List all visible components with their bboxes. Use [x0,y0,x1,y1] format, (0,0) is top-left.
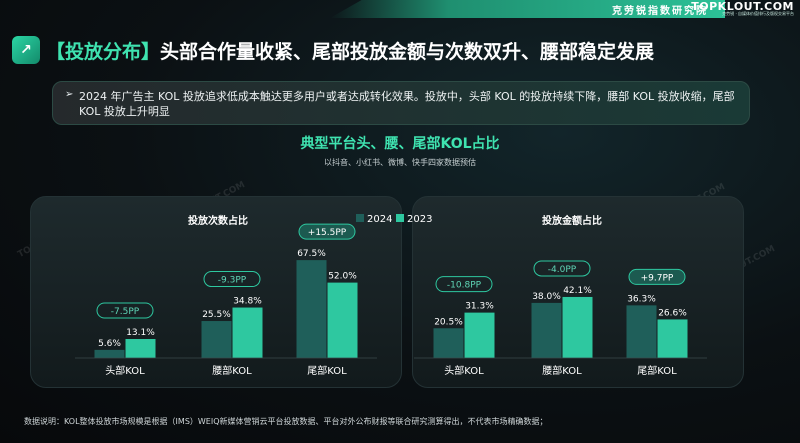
bar-2024 [531,302,562,358]
title-tag: 【投放分布】 [46,40,161,63]
bar-2023 [327,282,358,358]
legend-label-2024: 2024 [367,214,392,225]
change-label: +9.7PP [641,273,674,283]
title-main: 头部合作量收紧、尾部投放金额与次数双升、腰部稳定发展 [160,40,655,63]
legend-swatch-2024 [356,214,364,222]
change-pill [203,271,261,288]
change-pill [298,223,356,240]
bar-2024 [433,328,464,358]
bar-2023 [562,296,593,358]
brand-stripe [330,0,725,18]
change-label: -4.0PP [548,265,577,275]
summary-note: ➢ 2024 年广告主 KOL 投放追求低成本触达更多用户或者达成转化效果。投放… [52,81,750,125]
panel-title: 投放次数占比 [188,214,248,227]
bar-2024 [626,305,657,358]
legend-swatch-2023 [396,214,404,222]
change-pill [533,260,591,277]
category-label: 尾部KOL [637,364,677,377]
category-label: 头部KOL [444,364,484,377]
trend-arrow-icon: ↗ [12,36,40,64]
value-label-2023: 42.1% [563,286,592,296]
value-label-2024: 36.3% [627,294,656,304]
category-label: 腰部KOL [542,364,582,377]
category-label: 腰部KOL [212,364,252,377]
bullet-arrow-icon: ➢ [65,89,74,100]
change-label: +15.5PP [308,228,347,238]
change-label: -7.5PP [111,307,140,317]
bar-2024 [201,321,232,358]
value-label-2024: 20.5% [434,317,463,327]
chart-title: 典型平台头、腰、尾部KOL占比 [300,136,500,152]
brand-subtitle: 克劳锐 · 自媒体价值排行及版权交易平台 [722,11,794,16]
value-label-2023: 52.0% [328,272,357,282]
bar-2023 [464,312,495,358]
value-label-2024: 25.5% [202,310,231,320]
top-brand-bar: 克劳锐指数研究院 TOPKLOUT.COM 克劳锐 · 自媒体价值排行及版权交易… [0,0,800,18]
value-label-2024: 38.0% [532,292,561,302]
page-title: 【投放分布】头部合作量收紧、尾部投放金额与次数双升、腰部稳定发展 [46,37,654,64]
chart-subtitle: 以抖音、小红书、微博、快手四家数据预估 [324,158,476,167]
summary-text: 2024 年广告主 KOL 投放追求低成本触达更多用户或者达成转化效果。投放中，… [79,90,735,118]
change-pill [435,276,493,293]
category-label: 头部KOL [105,364,145,377]
brand-name: 克劳锐指数研究院 [612,6,708,17]
change-label: -10.8PP [447,281,482,291]
bar-2023 [657,319,688,358]
bar-2023 [232,307,263,358]
brand-logo: TOPKLOUT.COM [691,0,794,13]
legend-label-2023: 2023 [407,214,432,225]
panel-title: 投放金额占比 [542,214,602,227]
value-label-2024: 67.5% [297,249,326,259]
value-label-2024: 5.6% [98,339,121,349]
change-pill [628,268,686,285]
category-label: 尾部KOL [307,364,347,377]
bar-2024 [94,349,125,358]
value-label-2023: 13.1% [126,328,155,338]
value-label-2023: 31.3% [465,302,494,312]
bar-2024 [296,260,327,358]
bar-2023 [125,339,156,358]
value-label-2023: 26.6% [658,308,687,318]
change-label: -9.3PP [218,276,247,286]
page-title-row: ↗ 【投放分布】头部合作量收紧、尾部投放金额与次数双升、腰部稳定发展 [12,32,654,68]
value-label-2023: 34.8% [233,297,262,307]
footer-note: 数据说明：KOL整体投放市场规模是根据（IMS）WEIQ新媒体营销云平台投放数据… [24,417,548,426]
change-pill [96,302,154,319]
